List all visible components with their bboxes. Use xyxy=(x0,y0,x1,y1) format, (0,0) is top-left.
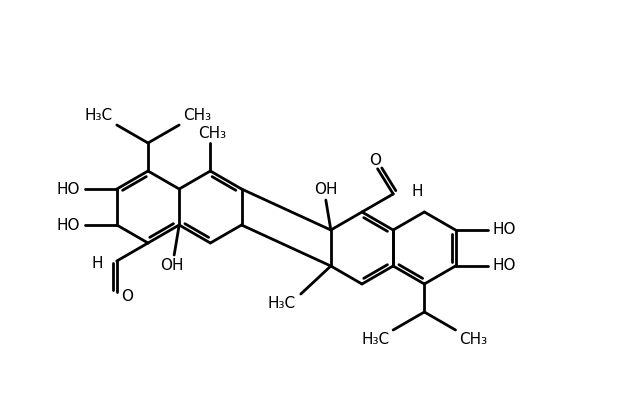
Text: HO: HO xyxy=(56,181,80,196)
Text: H₃C: H₃C xyxy=(84,109,113,123)
Text: OH: OH xyxy=(314,183,337,197)
Text: HO: HO xyxy=(493,258,516,273)
Text: H: H xyxy=(92,255,103,270)
Text: CH₃: CH₃ xyxy=(460,331,488,347)
Text: H₃C: H₃C xyxy=(268,296,296,311)
Text: O: O xyxy=(369,153,381,168)
Text: H: H xyxy=(411,184,422,199)
Text: O: O xyxy=(121,289,133,304)
Text: CH₃: CH₃ xyxy=(198,125,227,140)
Text: H₃C: H₃C xyxy=(361,331,389,347)
Text: OH: OH xyxy=(161,257,184,273)
Text: HO: HO xyxy=(493,222,516,237)
Text: CH₃: CH₃ xyxy=(183,109,211,123)
Text: HO: HO xyxy=(56,217,80,232)
